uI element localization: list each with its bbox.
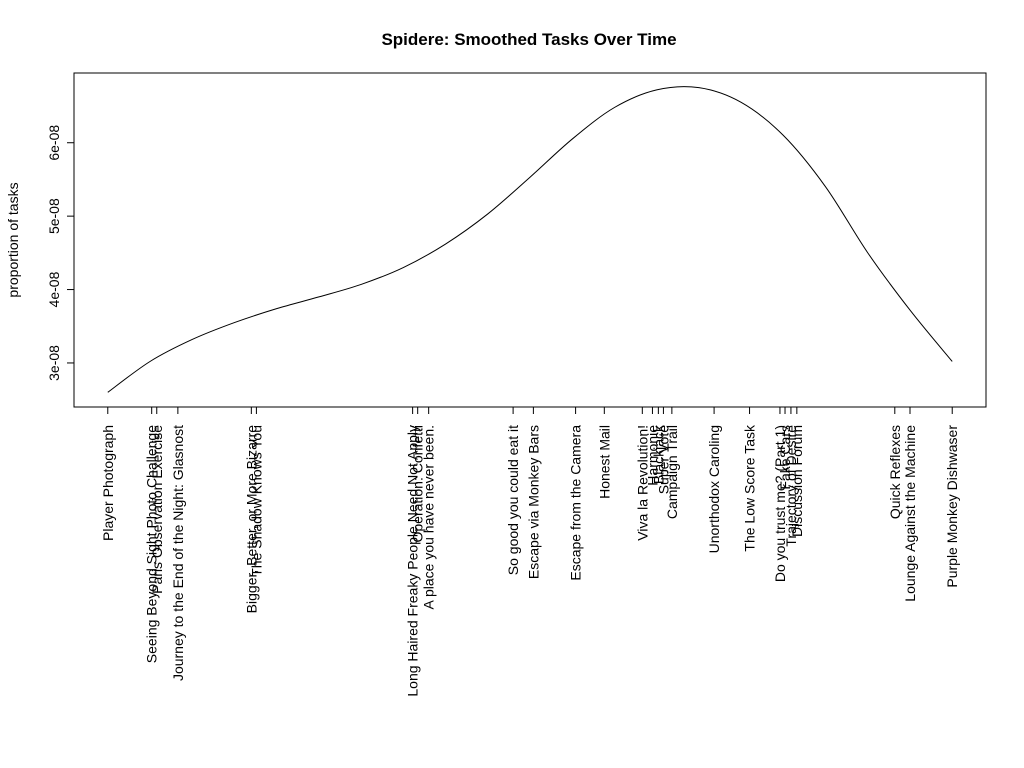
task-label: Unorthodox Caroling: [706, 425, 722, 553]
task-label: Harmonie: [644, 425, 660, 486]
task-label: Blackjack: [650, 424, 666, 484]
task-label: Paris Observation Exercise: [149, 425, 165, 594]
task-label: Escape from the Camera: [568, 425, 584, 581]
y-tick-label: 6e-08: [46, 125, 62, 161]
task-label: Player Photograph: [100, 425, 116, 541]
task-label: A place you have never been.: [421, 425, 437, 609]
task-label: Viva la Revolution!: [634, 425, 650, 541]
series-line: [107, 86, 953, 393]
y-tick-label: 5e-08: [46, 198, 62, 234]
task-label: Bigger, Better, or More Bizarre: [243, 425, 259, 614]
task-label: Do you trust me? (Part 1): [772, 425, 788, 582]
y-axis: 3e-08 4e-08 5e-08 6e-08: [46, 125, 74, 381]
task-label: Honest Mail: [596, 425, 612, 499]
task-label: Discussion Forum: [789, 425, 805, 537]
task-label: Long Haired Freaky People Need Not Apply: [405, 425, 421, 697]
task-label: The Low Score Task: [742, 424, 758, 552]
task-label: So good you could eat it: [505, 425, 521, 575]
task-label: Lounge Against the Machine: [902, 425, 918, 602]
task-label: The Shadow Knows You: [248, 425, 264, 577]
task-label: Fake Cars: [777, 425, 793, 490]
task-label: Campaign Trail: [664, 425, 680, 519]
chart-title: Spidere: Smoothed Tasks Over Time: [381, 30, 676, 49]
task-label: Journey to the End of the Night: Glasnos…: [170, 425, 186, 681]
y-axis-label: proportion of tasks: [5, 182, 21, 297]
plot-frame: [73, 72, 987, 408]
task-axis: Player Photograph Seeing Beyond Sight Pho…: [100, 407, 960, 697]
task-label: Super Vote: [655, 425, 671, 494]
task-label: Quick Reflexes: [887, 425, 903, 519]
task-label: Seeing Beyond Sight Photo Challenge: [144, 425, 160, 663]
y-tick-label: 3e-08: [46, 345, 62, 381]
task-label: Trajectory of Desire: [783, 425, 799, 547]
task-label: Purple Monkey Dishwaser: [944, 425, 960, 588]
task-label: Operation: Confetti: [410, 425, 426, 543]
task-label: Escape via Monkey Bars: [525, 425, 541, 579]
y-tick-label: 4e-08: [46, 271, 62, 307]
